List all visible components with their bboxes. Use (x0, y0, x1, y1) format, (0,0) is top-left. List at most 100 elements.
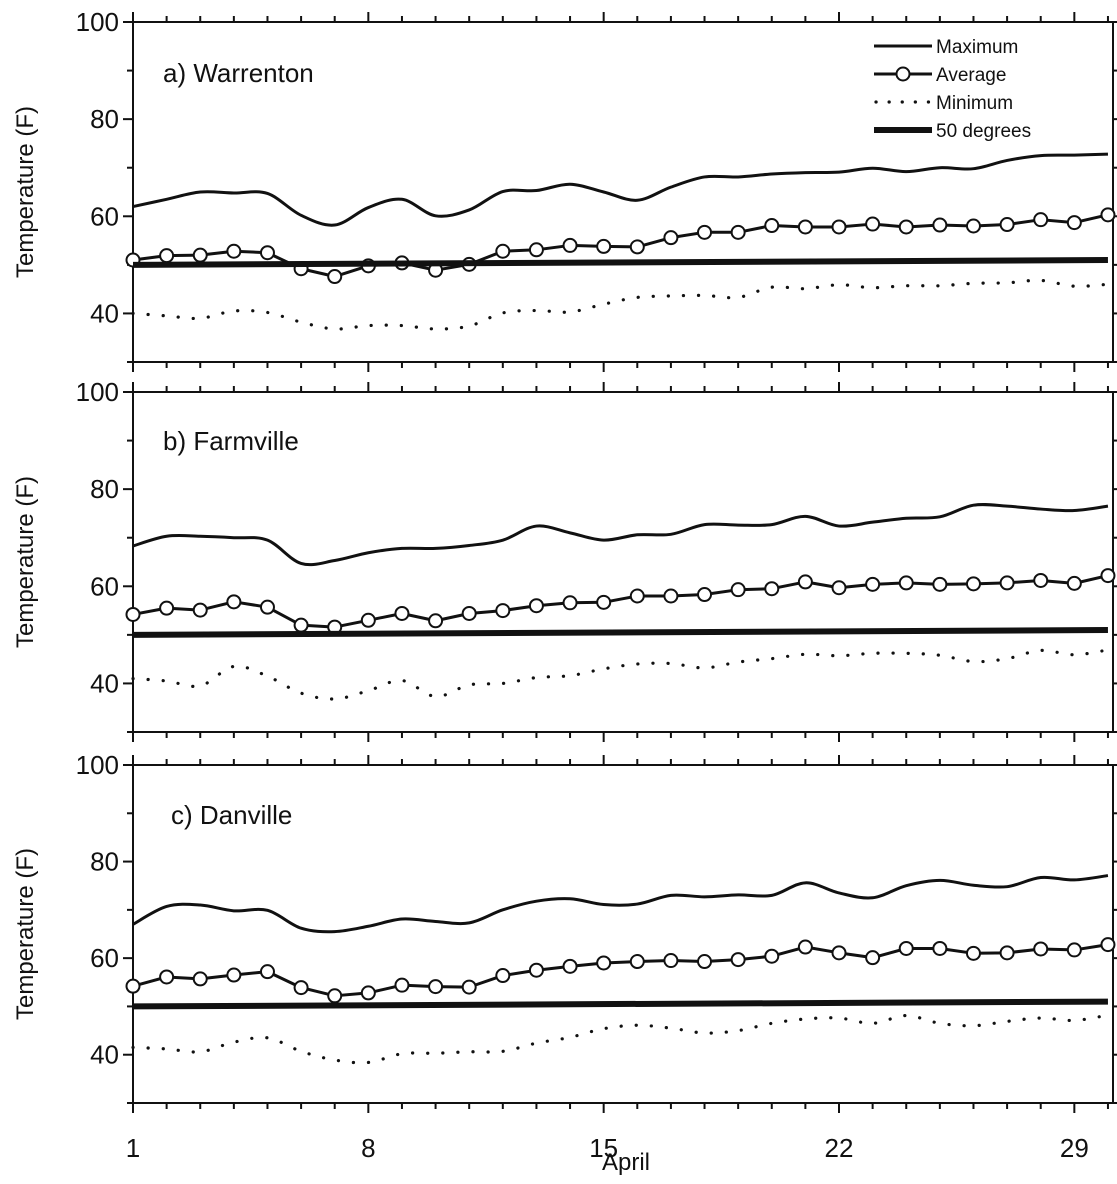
data-point-average (697, 587, 713, 603)
series-line-maximum (132, 152, 1109, 227)
data-point-average (259, 964, 275, 980)
data-point-average (999, 217, 1015, 233)
data-point-average (596, 238, 612, 254)
data-point-average (159, 600, 175, 616)
panel-danville: 40 60 80 100 Temperature (F) c) Danville (12, 750, 1117, 1113)
data-point-average (697, 224, 713, 240)
y-tick-label: 60 (90, 571, 119, 601)
data-point-average (461, 979, 477, 995)
data-point-average (697, 954, 713, 970)
panel-farmville: 40 60 80 100 Temperature (F) b) Farmville (12, 377, 1117, 742)
legend-label-50-degrees: 50 degrees (936, 121, 1031, 142)
data-point-average (629, 954, 645, 970)
plot-frame (132, 21, 1114, 363)
data-point-average (259, 599, 275, 615)
series-line-minimum (131, 1013, 1110, 1065)
y-tick-label: 40 (90, 668, 119, 698)
data-point-average (932, 576, 948, 592)
data-point-average (898, 940, 914, 956)
data-point-average (831, 219, 847, 235)
data-point-average (327, 988, 343, 1004)
data-point-average (495, 243, 511, 259)
series-line-average (132, 943, 1109, 998)
x-tick-label: 29 (1060, 1133, 1089, 1163)
data-point-average (562, 595, 578, 611)
data-point-average (159, 248, 175, 264)
data-point-average (259, 245, 275, 261)
y-tick-label: 100 (76, 750, 119, 780)
data-point-average (965, 576, 981, 592)
data-point-average (730, 952, 746, 968)
data-point-average (797, 939, 813, 955)
x-tick-label: 15 (589, 1133, 618, 1163)
series-line-50-degrees (132, 998, 1108, 1010)
data-point-average (629, 588, 645, 604)
data-point-average (596, 594, 612, 610)
data-point-average (495, 603, 511, 619)
data-point-average (1066, 575, 1082, 591)
panel-title: b) Farmville (163, 426, 299, 456)
x-tick-label: 8 (361, 1133, 375, 1163)
data-point-average (1100, 568, 1116, 584)
data-point-average (226, 243, 242, 259)
data-point-average (528, 962, 544, 978)
data-point-average (1033, 941, 1049, 957)
data-point-average (797, 219, 813, 235)
data-point-average (663, 588, 679, 604)
data-point-average (125, 978, 141, 994)
data-point-average (461, 605, 477, 621)
y-tick-label: 80 (90, 847, 119, 877)
data-point-average (428, 613, 444, 629)
data-point-average (192, 247, 208, 263)
data-point-average (1066, 215, 1082, 231)
y-tick-label: 60 (90, 201, 119, 231)
data-point-average (159, 969, 175, 985)
data-point-average (495, 968, 511, 984)
panel-title: c) Danville (171, 800, 292, 830)
data-point-average (428, 979, 444, 995)
legend-label-maximum: Maximum (936, 37, 1018, 58)
series-line-minimum (131, 648, 1110, 701)
x-axis-title: April (602, 1149, 650, 1176)
legend: Maximum Average Minimum 50 degrees (874, 37, 1031, 142)
data-point-average (898, 219, 914, 235)
y-tick-label: 40 (90, 1040, 119, 1070)
data-point-average (1033, 212, 1049, 228)
y-tick-label: 80 (90, 104, 119, 134)
data-point-average (663, 953, 679, 969)
data-point-average (528, 242, 544, 258)
data-point-average (999, 575, 1015, 591)
data-point-average (898, 575, 914, 591)
data-point-average (327, 269, 343, 285)
data-point-average (1033, 572, 1049, 588)
panels-layer: 40 60 80 100 Temperature (F) a) Warrenton 40 60… (12, 7, 1117, 1163)
data-point-average (730, 582, 746, 598)
data-point-average (562, 237, 578, 253)
data-point-average (293, 617, 309, 633)
data-point-average (125, 606, 141, 622)
series-line-average (132, 213, 1109, 279)
data-point-average (192, 602, 208, 618)
legend-label-minimum: Minimum (936, 93, 1013, 114)
legend-swatch-average-marker (895, 66, 911, 82)
series-line-minimum (131, 278, 1110, 331)
y-tick-label: 100 (76, 377, 119, 407)
data-point-average (865, 950, 881, 966)
data-point-average (360, 612, 376, 628)
x-tick-label: 1 (126, 1133, 140, 1163)
y-axis-title: Temperature (F) (12, 476, 39, 648)
data-point-average (764, 581, 780, 597)
y-tick-label: 60 (90, 943, 119, 973)
data-point-average (562, 958, 578, 974)
panel-warrenton: 40 60 80 100 Temperature (F) a) Warrenton (12, 7, 1117, 372)
data-point-average (629, 239, 645, 255)
data-point-average (965, 945, 981, 961)
data-point-average (932, 940, 948, 956)
data-point-average (394, 605, 410, 621)
data-point-average (831, 945, 847, 961)
data-point-average (360, 985, 376, 1001)
y-axis-title: Temperature (F) (12, 848, 39, 1020)
plot-frame (132, 764, 1114, 1104)
data-point-average (730, 224, 746, 240)
